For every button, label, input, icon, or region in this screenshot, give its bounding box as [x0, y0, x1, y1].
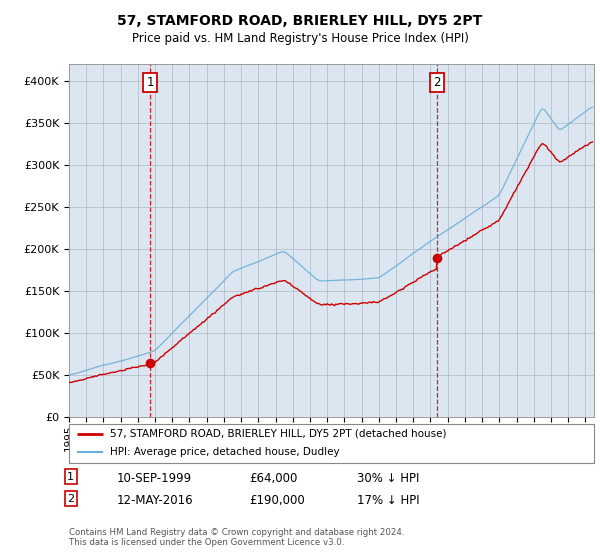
Text: HPI: Average price, detached house, Dudley: HPI: Average price, detached house, Dudl… [110, 447, 340, 457]
Text: 2: 2 [67, 494, 74, 504]
Text: 57, STAMFORD ROAD, BRIERLEY HILL, DY5 2PT (detached house): 57, STAMFORD ROAD, BRIERLEY HILL, DY5 2P… [110, 429, 446, 438]
Text: 1: 1 [67, 472, 74, 482]
Text: 30% ↓ HPI: 30% ↓ HPI [357, 472, 419, 484]
Text: 12-MAY-2016: 12-MAY-2016 [117, 494, 194, 507]
Text: £190,000: £190,000 [249, 494, 305, 507]
Text: 57, STAMFORD ROAD, BRIERLEY HILL, DY5 2PT: 57, STAMFORD ROAD, BRIERLEY HILL, DY5 2P… [118, 14, 482, 28]
Text: 2: 2 [433, 76, 440, 90]
Text: £64,000: £64,000 [249, 472, 298, 484]
Text: 10-SEP-1999: 10-SEP-1999 [117, 472, 192, 484]
Text: 17% ↓ HPI: 17% ↓ HPI [357, 494, 419, 507]
Text: Price paid vs. HM Land Registry's House Price Index (HPI): Price paid vs. HM Land Registry's House … [131, 32, 469, 45]
Text: 1: 1 [146, 76, 154, 90]
Text: Contains HM Land Registry data © Crown copyright and database right 2024.
This d: Contains HM Land Registry data © Crown c… [69, 528, 404, 547]
